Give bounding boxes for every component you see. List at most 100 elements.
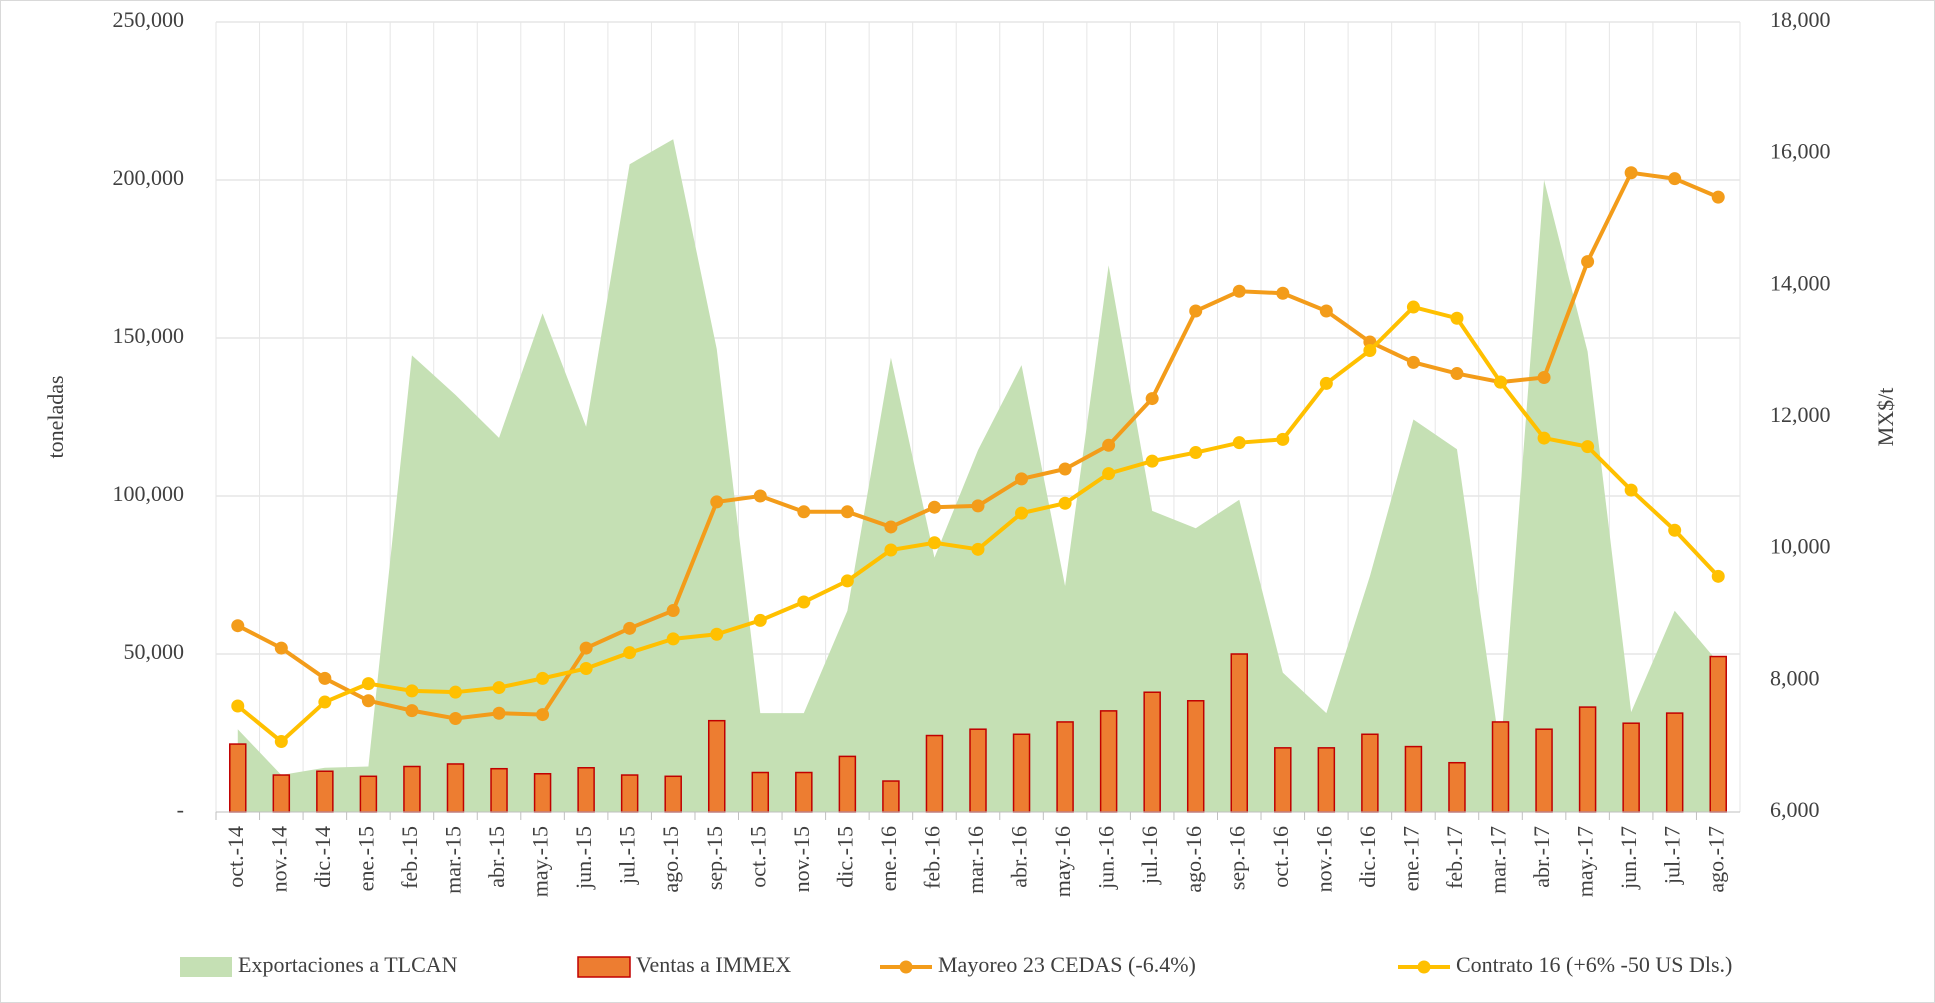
marker [971, 499, 985, 513]
x-tick-label: jul.-17 [1660, 826, 1685, 885]
marker [1537, 431, 1551, 445]
y2-tick-label: 18,000 [1770, 7, 1831, 32]
bar [1230, 653, 1249, 813]
legend-swatch [180, 957, 232, 977]
marker [753, 489, 767, 503]
x-tick-label: jun.-16 [1094, 826, 1119, 890]
x-tick-label: abr.-15 [484, 826, 509, 888]
x-tick-label: sep.-15 [702, 826, 727, 890]
bar [446, 763, 465, 813]
bar [882, 780, 900, 813]
x-tick-label: ago.-15 [658, 826, 683, 893]
marker [1581, 440, 1595, 454]
x-tick-label: jul.-15 [615, 826, 640, 885]
marker [1102, 438, 1116, 452]
y2-tick-label: 12,000 [1770, 402, 1831, 427]
bar [1709, 655, 1727, 813]
marker [1363, 344, 1377, 358]
x-tick-label: dic.-14 [310, 826, 335, 888]
marker [666, 632, 680, 646]
marker [448, 685, 462, 699]
bar [1665, 712, 1684, 813]
x-tick-label: jun.-17 [1616, 826, 1641, 890]
marker [492, 706, 506, 720]
marker [361, 677, 375, 691]
marker [1581, 255, 1595, 269]
bar [1448, 761, 1466, 813]
marker [1189, 304, 1203, 318]
legend-label: Mayoreo 23 CEDAS (-6.4%) [938, 952, 1196, 977]
x-tick-label: may.-16 [1050, 826, 1075, 897]
marker [231, 699, 245, 713]
marker [274, 641, 288, 655]
x-tick-label: oct.-16 [1268, 826, 1293, 888]
marker [840, 574, 854, 588]
y-tick-label: 50,000 [124, 639, 185, 664]
marker [1015, 472, 1029, 486]
bar [795, 771, 813, 813]
x-tick-label: dic.-15 [832, 826, 857, 888]
bar [1274, 747, 1292, 813]
bar [751, 771, 770, 813]
marker [1450, 367, 1464, 381]
x-tick-label: may.-15 [528, 826, 553, 897]
marker [1494, 375, 1508, 389]
bar [707, 719, 726, 813]
marker [1537, 371, 1551, 384]
marker [536, 708, 550, 722]
marker [579, 641, 593, 655]
marker [1145, 454, 1159, 468]
bar [1404, 745, 1423, 813]
marker [666, 604, 680, 618]
y2-tick-label: 16,000 [1770, 139, 1831, 164]
y2-axis-title: MX$/t [1873, 388, 1898, 447]
x-tick-label: mar.-16 [963, 826, 988, 894]
bar [403, 765, 421, 813]
marker [1276, 286, 1290, 300]
bar [1535, 728, 1553, 813]
bar [969, 728, 987, 813]
bar [490, 767, 508, 813]
x-tick-label: feb.-17 [1442, 826, 1467, 889]
marker [405, 684, 419, 698]
marker [840, 505, 854, 519]
marker [797, 505, 811, 519]
legend-marker [1417, 960, 1431, 974]
bar [925, 734, 944, 813]
marker [1145, 392, 1159, 406]
marker [318, 671, 332, 685]
bar [533, 773, 552, 813]
marker [1232, 284, 1246, 298]
y-axis-title: toneladas [43, 375, 68, 458]
bar [1012, 733, 1031, 813]
x-tick-label: nov.-16 [1311, 826, 1336, 892]
marker [536, 671, 550, 685]
x-tick-label: oct.-14 [223, 826, 248, 888]
legend-label: Contrato 16 (+6% -50 US Dls.) [1456, 952, 1732, 977]
legend-label: Ventas a IMMEX [636, 952, 791, 977]
y2-tick-label: 8,000 [1770, 665, 1820, 690]
x-tick-label: ene.-15 [353, 826, 378, 891]
y2-tick-label: 6,000 [1770, 797, 1820, 822]
y-tick-label: 250,000 [113, 7, 185, 32]
bar [1143, 691, 1161, 813]
bar [1361, 733, 1379, 813]
marker [492, 681, 506, 695]
marker [1276, 432, 1290, 446]
marker [623, 646, 637, 660]
bar [359, 775, 378, 813]
marker [927, 500, 941, 514]
bar [316, 770, 334, 813]
marker [1450, 311, 1464, 325]
x-tick-label: feb.-15 [397, 826, 422, 889]
x-tick-label: nov.-14 [266, 826, 291, 892]
bar [1578, 706, 1597, 813]
bar [577, 767, 595, 813]
x-tick-label: ene.-17 [1398, 826, 1423, 891]
bar [1186, 700, 1205, 813]
bar [272, 774, 291, 813]
legend-label: Exportaciones a TLCAN [238, 952, 458, 977]
x-tick-label: jun.-15 [571, 826, 596, 890]
x-tick-label: sep.-16 [1224, 826, 1249, 890]
